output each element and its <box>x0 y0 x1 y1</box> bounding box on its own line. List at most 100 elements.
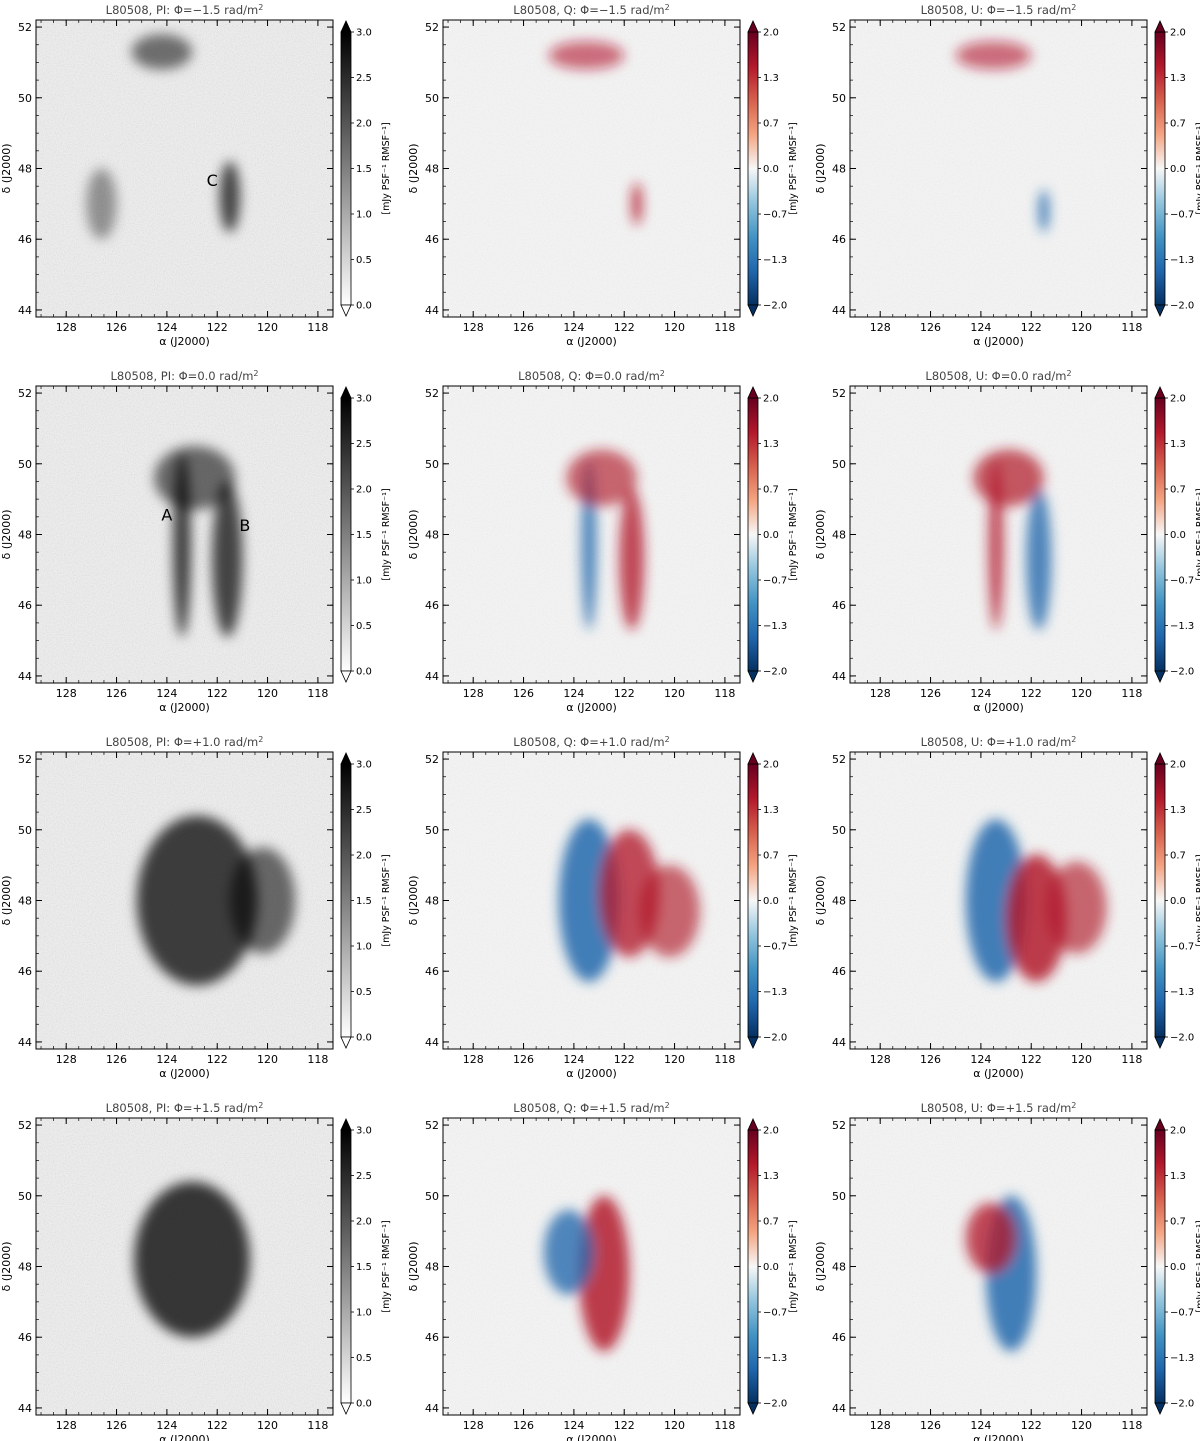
colorbar-tick-label: 3.0 <box>356 1126 372 1137</box>
x-tick-label: 126 <box>106 687 127 700</box>
colorbar-tick-label: −0.7 <box>1170 210 1194 221</box>
x-tick-label: 118 <box>714 1053 735 1066</box>
colorbar-tick-label: 0.0 <box>763 1262 779 1273</box>
y-tick-label: 50 <box>832 458 846 471</box>
colorbar-tick-label: −2.0 <box>1170 667 1194 678</box>
y-tick-label: 46 <box>832 965 846 978</box>
y-tick-label: 52 <box>425 387 439 400</box>
colorbar-tick-label: 1.0 <box>356 1308 372 1319</box>
colorbar-tick-label: 1.3 <box>763 73 779 84</box>
y-tick-label: 46 <box>18 599 32 612</box>
colorbar-tick-label: 0.7 <box>1170 851 1186 862</box>
y-tick-label: 50 <box>832 1190 846 1203</box>
panel-8: L80508, Q: Φ=+1.0 rad/m2 128 126 124 122 120 1… <box>407 735 799 1080</box>
x-axis-label: α (J2000) <box>973 1433 1024 1441</box>
x-tick-label: 124 <box>563 1053 584 1066</box>
panel-title: L80508, Q: Φ=−1.5 rad/m2 <box>513 3 669 17</box>
colorbar-tick-label: 1.3 <box>763 1171 779 1182</box>
colorbar-tick-label: 1.3 <box>1170 439 1186 450</box>
y-tick-label: 46 <box>425 233 439 246</box>
colorbar-tick-label: −1.3 <box>1170 621 1194 632</box>
colorbar: 0.0 0.5 1.0 1.5 2.0 2.5 3.0 [mJy PSF⁻¹ RMSF⁻¹] <box>340 1118 392 1415</box>
colorbar-tick-label: 0.0 <box>763 164 779 175</box>
x-tick-label: 128 <box>56 687 77 700</box>
colorbar-tick-label: 2.0 <box>356 119 372 130</box>
x-tick-label: 126 <box>920 1053 941 1066</box>
x-tick-label: 128 <box>56 1053 77 1066</box>
x-axis-label: α (J2000) <box>973 335 1024 348</box>
colorbar-tick-label: −1.3 <box>763 255 787 266</box>
x-tick-label: 120 <box>1071 321 1092 334</box>
x-tick-label: 124 <box>970 687 991 700</box>
colorbar-tick-label: 1.3 <box>1170 805 1186 816</box>
colorbar-tick-label: 0.5 <box>356 621 372 632</box>
panel-1: L80508, PI: Φ=−1.5 rad/m2 128 126 124 122 120… <box>0 3 392 348</box>
y-tick-label: 52 <box>832 753 846 766</box>
colorbar-tick-label: 0.5 <box>356 255 372 266</box>
x-tick-label: 126 <box>920 687 941 700</box>
x-tick-label: 124 <box>970 1419 991 1432</box>
panel-11: L80508, Q: Φ=+1.5 rad/m2 128 126 124 122 120 1… <box>407 1101 799 1441</box>
x-tick-label: 120 <box>1071 687 1092 700</box>
colorbar-tick-label: 0.5 <box>356 987 372 998</box>
y-tick-label: 44 <box>832 304 846 317</box>
x-tick-label: 122 <box>207 1053 228 1066</box>
colorbar-label: [mJy PSF⁻¹ RMSF⁻¹] <box>381 1220 392 1312</box>
y-axis-label: δ (J2000) <box>0 1241 13 1291</box>
colorbar-tick-label: −0.7 <box>763 576 787 587</box>
colorbar-tick-label: 0.7 <box>763 1217 779 1228</box>
y-axis-label: δ (J2000) <box>407 1241 420 1291</box>
x-tick-label: 120 <box>257 321 278 334</box>
emission-feature <box>639 865 700 958</box>
colorbar-tick-label: 0.7 <box>763 119 779 130</box>
y-tick-label: 46 <box>18 965 32 978</box>
colorbar-tick-label: 1.3 <box>1170 1171 1186 1182</box>
colorbar-tick-label: 2.0 <box>1170 394 1186 405</box>
colorbar-tick-label: −2.0 <box>1170 301 1194 312</box>
colorbar: −2.0 −1.3 −0.7 0.0 0.7 1.3 2.0 [mJy PSF⁻¹ RMSF⁻… <box>747 752 799 1049</box>
colorbar-tick-label: 1.3 <box>763 805 779 816</box>
colorbar-tick-label: 0.7 <box>1170 485 1186 496</box>
y-axis-label: δ (J2000) <box>407 875 420 925</box>
panel-title: L80508, PI: Φ=+1.0 rad/m2 <box>106 735 264 749</box>
x-tick-label: 118 <box>714 1419 735 1432</box>
colorbar-tick-label: 2.0 <box>763 394 779 405</box>
x-tick-label: 118 <box>307 1053 328 1066</box>
x-tick-label: 122 <box>614 1053 635 1066</box>
colorbar-tick-label: 0.0 <box>356 1033 372 1044</box>
colorbar: −2.0 −1.3 −0.7 0.0 0.7 1.3 2.0 [mJy PSF⁻¹ RMSF⁻… <box>1154 20 1200 317</box>
colorbar-tick-label: −1.3 <box>1170 1353 1194 1364</box>
y-tick-label: 44 <box>18 304 32 317</box>
colorbar: 0.0 0.5 1.0 1.5 2.0 2.5 3.0 [mJy PSF⁻¹ RMSF⁻¹] <box>340 386 392 683</box>
y-tick-label: 52 <box>425 21 439 34</box>
y-axis-label: δ (J2000) <box>0 143 13 193</box>
x-tick-label: 120 <box>664 1419 685 1432</box>
x-tick-label: 124 <box>156 1053 177 1066</box>
y-axis-label: δ (J2000) <box>814 1241 827 1291</box>
y-tick-label: 52 <box>425 753 439 766</box>
x-tick-label: 120 <box>257 1419 278 1432</box>
colorbar-label: [mJy PSF⁻¹ RMSF⁻¹] <box>381 488 392 580</box>
y-tick-label: 48 <box>832 529 846 542</box>
colorbar-tick-label: 2.0 <box>356 485 372 496</box>
x-tick-label: 128 <box>463 321 484 334</box>
y-tick-label: 48 <box>425 895 439 908</box>
y-tick-label: 50 <box>18 458 32 471</box>
colorbar-tick-label: 2.0 <box>763 760 779 771</box>
x-tick-label: 120 <box>664 321 685 334</box>
emission-feature <box>1046 861 1107 954</box>
colorbar-tick-label: 3.0 <box>356 28 372 39</box>
x-tick-label: 128 <box>870 1419 891 1432</box>
colorbar-tick-label: 0.0 <box>763 896 779 907</box>
panel-title: L80508, U: Φ=+1.0 rad/m2 <box>921 735 1077 749</box>
colorbar-tick-label: −1.3 <box>763 1353 787 1364</box>
y-tick-label: 44 <box>425 1402 439 1415</box>
x-axis-label: α (J2000) <box>159 335 210 348</box>
x-tick-label: 118 <box>1121 321 1142 334</box>
y-tick-label: 46 <box>425 599 439 612</box>
emission-feature <box>134 1181 250 1338</box>
x-axis-label: α (J2000) <box>566 1067 617 1080</box>
x-tick-label: 128 <box>870 1053 891 1066</box>
emission-feature <box>566 449 637 507</box>
